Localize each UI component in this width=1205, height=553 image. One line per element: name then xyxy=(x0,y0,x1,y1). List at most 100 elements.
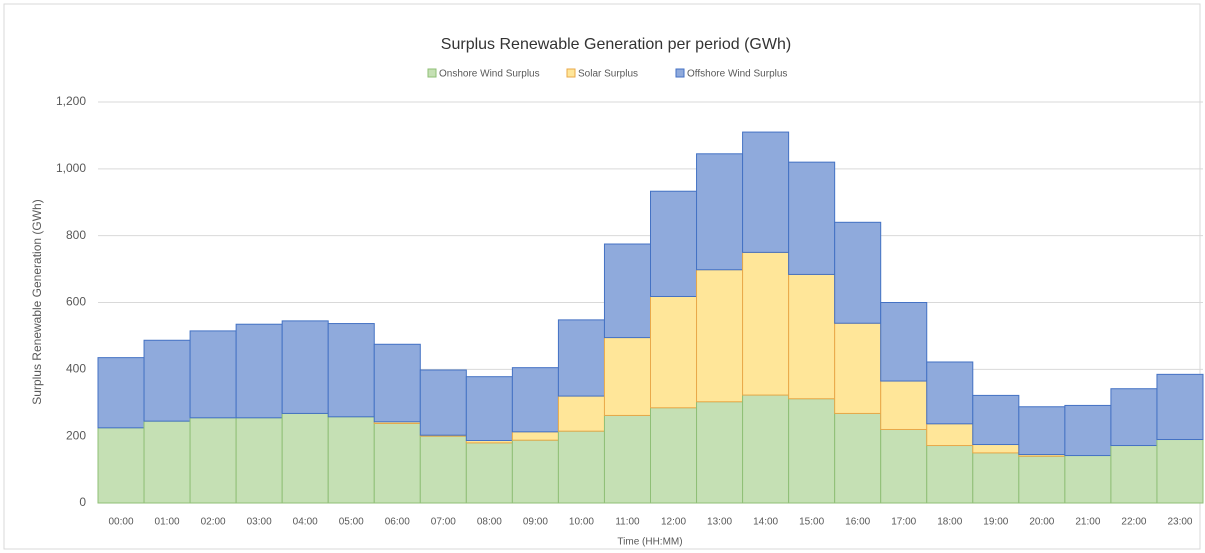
x-tick-label: 19:00 xyxy=(983,517,1008,528)
bar-segment xyxy=(834,412,882,504)
bar-segment xyxy=(373,422,421,504)
x-tick-label: 00:00 xyxy=(109,517,134,528)
bar-segment xyxy=(1110,445,1158,504)
x-tick-label: 13:00 xyxy=(707,517,732,528)
bar-segment xyxy=(419,369,467,436)
x-tick-label: 23:00 xyxy=(1167,517,1192,528)
y-tick-label: 800 xyxy=(66,228,86,242)
x-tick-label: 05:00 xyxy=(339,517,364,528)
bar-segment xyxy=(327,416,375,504)
bar-segment xyxy=(465,442,513,504)
bar-segment xyxy=(189,417,237,504)
bar-segment xyxy=(557,395,605,432)
bar-segment xyxy=(834,221,882,324)
x-tick-label: 06:00 xyxy=(385,517,410,528)
bar-segment xyxy=(1064,455,1112,504)
legend-label: Onshore Wind Surplus xyxy=(439,69,540,80)
legend-swatch xyxy=(566,68,576,78)
x-tick-label: 14:00 xyxy=(753,517,778,528)
x-tick-label: 08:00 xyxy=(477,517,502,528)
bar-segment xyxy=(788,273,836,400)
bar-segment xyxy=(972,444,1020,454)
x-tick-label: 02:00 xyxy=(201,517,226,528)
bar-segment xyxy=(926,361,974,425)
bar-segment xyxy=(926,423,974,447)
bar-segment xyxy=(1156,373,1204,441)
chart-title: Surplus Renewable Generation per period … xyxy=(441,36,791,53)
bar-segment xyxy=(327,323,375,418)
legend-swatch xyxy=(427,68,437,78)
x-tick-label: 18:00 xyxy=(937,517,962,528)
bar-segment xyxy=(143,420,191,504)
x-tick-label: 03:00 xyxy=(247,517,272,528)
bar-segment xyxy=(972,394,1020,446)
bar-segment xyxy=(880,428,928,504)
bar-segment xyxy=(696,401,744,504)
bar-segment xyxy=(143,339,191,422)
legend-label: Offshore Wind Surplus xyxy=(687,69,787,80)
x-tick-label: 11:00 xyxy=(615,517,640,528)
bar-segment xyxy=(880,302,928,382)
bar-segment xyxy=(696,269,744,403)
y-tick-label: 0 xyxy=(79,495,86,509)
bar-segment xyxy=(235,417,283,504)
bar-segment xyxy=(557,319,605,397)
bar-segment xyxy=(650,190,698,297)
bar-segment xyxy=(742,251,790,396)
x-tick-label: 10:00 xyxy=(569,517,594,528)
bar-segment xyxy=(603,337,651,416)
bar-segment xyxy=(603,243,651,339)
x-tick-label: 07:00 xyxy=(431,517,456,528)
bar-segment xyxy=(603,414,651,504)
bar-segment xyxy=(511,367,559,433)
x-tick-label: 15:00 xyxy=(799,517,824,528)
bar-segment xyxy=(650,295,698,409)
legend-label: Solar Surplus xyxy=(578,69,638,80)
bar-segment xyxy=(1018,455,1066,504)
bar-segment xyxy=(373,343,421,423)
bar-segment xyxy=(189,330,237,419)
bar-segment xyxy=(281,320,329,414)
bar-segment xyxy=(926,445,974,504)
y-tick-label: 200 xyxy=(66,428,86,442)
x-tick-label: 04:00 xyxy=(293,517,318,528)
bar-segment xyxy=(511,439,559,504)
bar-segment xyxy=(1110,388,1158,447)
x-tick-label: 20:00 xyxy=(1029,517,1054,528)
bar-segment xyxy=(419,435,467,504)
bar-segment xyxy=(97,427,145,504)
bar-segment xyxy=(1064,404,1112,457)
bar-segment xyxy=(97,357,145,429)
x-tick-label: 21:00 xyxy=(1075,517,1100,528)
legend-swatch xyxy=(675,68,685,78)
bar-segment xyxy=(880,380,928,430)
bar-segment xyxy=(1018,406,1066,456)
bar-segment xyxy=(511,431,559,441)
x-tick-label: 17:00 xyxy=(891,517,916,528)
bar-segment xyxy=(235,323,283,419)
bar-segment xyxy=(788,398,836,504)
bar-segment xyxy=(834,322,882,414)
bar-segment xyxy=(557,430,605,504)
bar-segment xyxy=(788,161,836,275)
bar-segment xyxy=(742,131,790,253)
y-tick-label: 600 xyxy=(66,295,86,309)
x-axis-title: Time (HH:MM) xyxy=(617,537,682,548)
bar-segment xyxy=(1156,439,1204,504)
y-tick-label: 1,000 xyxy=(56,161,86,175)
x-tick-label: 16:00 xyxy=(845,517,870,528)
bar-segment xyxy=(742,394,790,504)
bar-segment xyxy=(696,153,744,271)
bar-segment xyxy=(465,376,513,442)
x-tick-label: 22:00 xyxy=(1121,517,1146,528)
bar-segment xyxy=(972,452,1020,504)
x-tick-label: 12:00 xyxy=(661,517,686,528)
bar-segment xyxy=(281,412,329,504)
bar-segment xyxy=(650,407,698,504)
y-axis-title: Surplus Renewable Generation (GWh) xyxy=(30,199,44,404)
y-tick-label: 400 xyxy=(66,362,86,376)
x-tick-label: 01:00 xyxy=(155,517,180,528)
x-tick-label: 09:00 xyxy=(523,517,548,528)
y-tick-label: 1,200 xyxy=(56,94,86,108)
